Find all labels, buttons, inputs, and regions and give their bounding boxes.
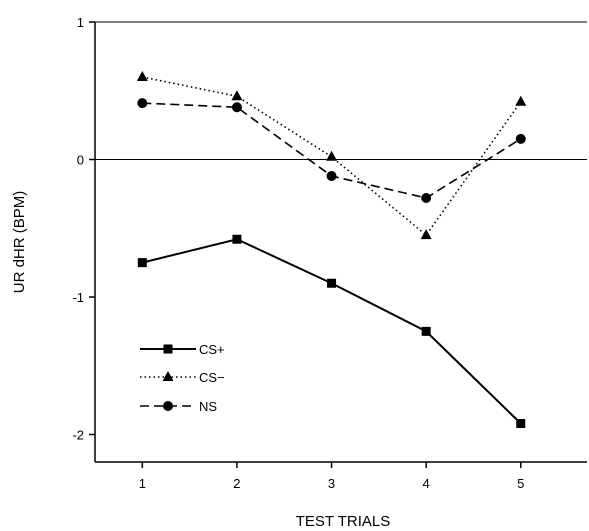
series-layer	[136, 71, 527, 428]
data-point	[421, 326, 431, 336]
plot-frame	[94, 21, 587, 463]
series-2	[136, 71, 527, 240]
series-line	[142, 102, 522, 199]
data-point	[137, 98, 148, 109]
data-point	[420, 229, 432, 240]
y-tick-label: 0	[77, 153, 84, 168]
x-axis-title: TEST TRIALS	[296, 513, 390, 530]
y-tick-label: -2	[72, 428, 84, 443]
x-axis-ticks: 1 2 3 4 5	[139, 462, 524, 491]
data-point	[516, 419, 526, 428]
data-point	[326, 150, 338, 161]
data-point	[515, 133, 526, 144]
legend-label: CS−	[199, 370, 225, 385]
data-point	[231, 90, 243, 101]
series-line	[142, 238, 522, 425]
legend-marker	[163, 344, 173, 354]
data-point	[421, 193, 432, 203]
data-point	[327, 278, 337, 288]
data-point	[326, 171, 337, 181]
y-tick-label: 1	[77, 15, 84, 30]
data-point	[231, 102, 242, 113]
legend-label: CS+	[199, 342, 225, 357]
x-tick-label: 3	[328, 476, 335, 491]
data-point	[515, 95, 527, 106]
data-point	[136, 71, 148, 81]
series-line	[142, 76, 522, 237]
x-tick-label: 5	[517, 476, 524, 491]
series-3	[137, 98, 526, 203]
data-point	[137, 258, 147, 268]
data-point	[232, 234, 242, 244]
x-tick-label: 4	[423, 476, 430, 491]
x-tick-label: 1	[139, 476, 146, 491]
legend-marker	[162, 371, 174, 381]
y-axis-ticks: 1 0 -1 -2	[72, 15, 95, 443]
x-tick-label: 2	[233, 476, 240, 491]
series-1	[137, 234, 526, 428]
legend-marker	[163, 401, 173, 411]
legend: CS+ CS− NS	[140, 342, 225, 414]
y-axis-title: UR dHR (BPM)	[11, 191, 28, 294]
y-tick-label: -1	[72, 290, 84, 305]
legend-label: NS	[199, 399, 217, 414]
